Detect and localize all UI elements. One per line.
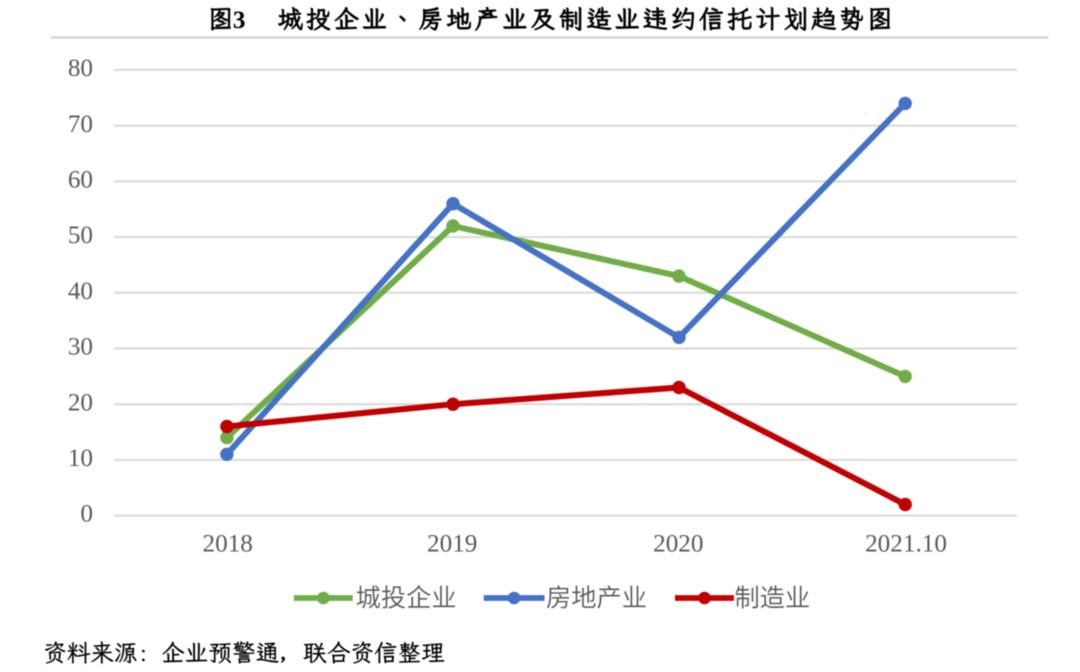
svg-text:0: 0 (80, 501, 93, 528)
svg-text:30: 30 (68, 334, 93, 361)
svg-text:10: 10 (68, 445, 93, 472)
svg-text:80: 80 (68, 55, 93, 82)
svg-text:2020: 2020 (653, 531, 703, 558)
svg-text:2018: 2018 (203, 531, 253, 558)
svg-text:70: 70 (68, 111, 93, 138)
svg-text:2021.10: 2021.10 (865, 531, 947, 558)
svg-text:40: 40 (68, 278, 93, 305)
svg-text:50: 50 (68, 222, 93, 249)
svg-text:2019: 2019 (427, 531, 477, 558)
svg-text:20: 20 (68, 389, 93, 416)
svg-text:3: 3 (233, 7, 246, 34)
svg-text:60: 60 (68, 167, 93, 194)
